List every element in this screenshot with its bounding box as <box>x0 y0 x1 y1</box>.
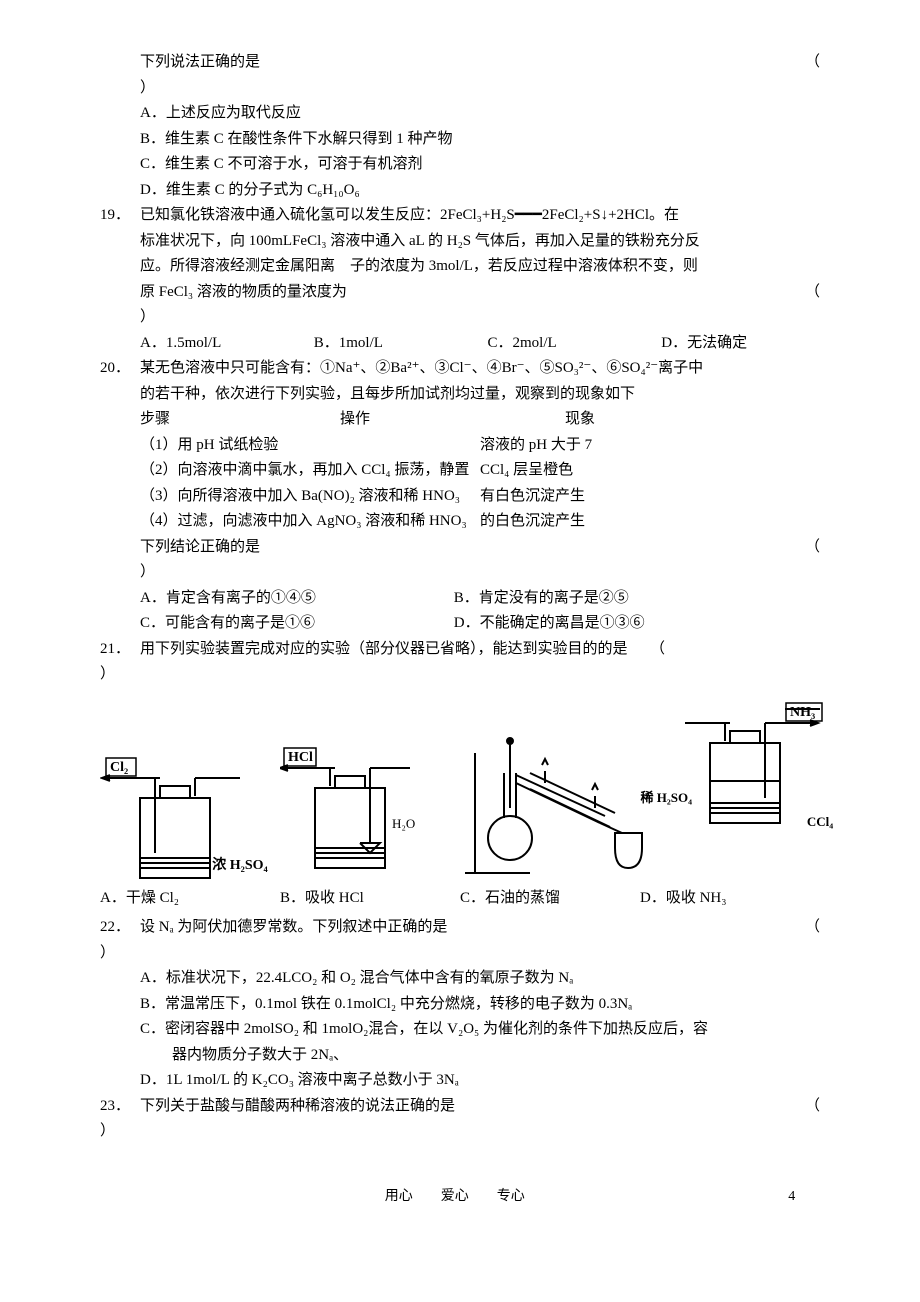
q20-hdr-op: 操作 <box>230 407 480 433</box>
q20-optrow2: C．可能含有的离子是①⑥ D．不能确定的离昌是①③⑥ <box>140 611 820 637</box>
figB: HCl H₂O <box>280 728 450 878</box>
q21-figures: Cl₂ 浓 H₂SO₄ HCl H₂O <box>100 708 820 878</box>
q20-r2p: CCl₄ 层呈橙色 <box>480 458 780 484</box>
q18-paren-open: （ <box>805 50 820 76</box>
q18-optD: D．维生素 C 的分子式为 C₆H₁₀O₆ <box>140 178 820 204</box>
q23: 23．下列关于盐酸与醋酸两种稀溶液的说法正确的是 （ <box>100 1094 820 1120</box>
q20: 20．某无色溶液中只可能含有：①Na⁺、②Ba²⁺、③Cl⁻、④Br⁻、⑤SO₃… <box>100 356 820 382</box>
q20-r1s: （1）用 pH 试纸检验 <box>140 433 480 459</box>
footer: 用心 爱心 专心 4 <box>100 1185 820 1209</box>
q19-options: A．1.5mol/L B．1mol/L C．2mol/L D．无法确定 <box>140 331 820 357</box>
q19-stem2: 标准状况下，向 100mLFeCl₃ 溶液中通入 aL 的 H₂S 气体后，再加… <box>140 229 820 255</box>
q20-num: 20． <box>100 356 140 382</box>
q18-paren-close: ） <box>140 76 820 102</box>
page: 下列说法正确的是 （ ） A．上述反应为取代反应 B．维生素 C 在酸性条件下水… <box>50 0 870 1238</box>
figD-lbl2: CCl₄ <box>807 811 833 833</box>
footer-motto: 用心 爱心 专心 <box>385 1189 525 1204</box>
q23-stem: 下列关于盐酸与醋酸两种稀溶液的说法正确的是 <box>140 1098 455 1114</box>
q21-optC: C．石油的蒸馏 <box>460 886 640 912</box>
q20-r1p: 溶液的 pH 大于 7 <box>480 433 780 459</box>
q20-stem2: 的若干种，依次进行下列实验，且每步所加试剂均过量，观察到的现象如下 <box>140 382 820 408</box>
q19: 19．已知氯化铁溶液中通入硫化氢可以发生反应：2FeCl₃+H₂S━━━2FeC… <box>100 203 820 229</box>
q19-optC: C．2mol/L <box>488 331 658 357</box>
q20-optD: D．不能确定的离昌是①③⑥ <box>454 611 645 637</box>
q18-optA: A．上述反应为取代反应 <box>140 101 820 127</box>
q20-paren-open: （ <box>805 535 820 561</box>
figA: Cl₂ 浓 H₂SO₄ <box>100 738 280 878</box>
q22: 22．设 Nₐ 为阿伏加德罗常数。下列叙述中正确的是 （ <box>100 915 820 941</box>
q20-concl: 下列结论正确的是 <box>140 539 260 555</box>
q21-optA: A．干燥 Cl₂ <box>100 886 280 912</box>
q19-stem4: 原 FeCl₃ 溶液的物质的量浓度为 <box>140 284 347 300</box>
q19-stem4-row: 原 FeCl₃ 溶液的物质的量浓度为 （ <box>140 280 820 306</box>
q20-r3s: （3）向所得溶液中加入 Ba(NO)₂ 溶液和稀 HNO₃ <box>140 484 480 510</box>
q20-r2: （2）向溶液中滴中氯水，再加入 CCl₄ 振荡，静置 CCl₄ 层呈橙色 <box>140 458 820 484</box>
q20-stem1: 某无色溶液中只可能含有：①Na⁺、②Ba²⁺、③Cl⁻、④Br⁻、⑤SO₃²⁻、… <box>140 360 703 376</box>
q22-stem: 设 Nₐ 为阿伏加德罗常数。下列叙述中正确的是 <box>140 919 447 935</box>
figB-in: HCl <box>288 750 313 765</box>
q20-optB: B．肯定没有的离子是②⑤ <box>454 586 629 612</box>
q20-optC: C．可能含有的离子是①⑥ <box>140 611 450 637</box>
q21-options: A．干燥 Cl₂ B．吸收 HCl C．石油的蒸馏 D．吸收 NH₃ <box>100 886 820 912</box>
q19-paren-close: ） <box>140 305 820 331</box>
q20-hdr-step: 步骤 <box>140 407 230 433</box>
figD: NH₃ 稀 H₂SO₄ CCl₄ <box>650 683 850 877</box>
q22-optD: D．1L 1mol/L 的 K₂CO₃ 溶液中离子总数小于 3Nₐ <box>140 1068 820 1094</box>
q18-optB: B．维生素 C 在酸性条件下水解只得到 1 种产物 <box>140 127 820 153</box>
q19-paren-open: （ <box>805 280 820 306</box>
q20-r3p: 有白色沉淀产生 <box>480 484 780 510</box>
q23-num: 23． <box>100 1094 140 1120</box>
q18-optC: C．维生素 C 不可溶于水，可溶于有机溶剂 <box>140 152 820 178</box>
q22-paren-open: （ <box>805 915 820 941</box>
q22-optB: B．常温常压下，0.1mol 铁在 0.1molCl₂ 中充分燃烧，转移的电子数… <box>140 992 820 1018</box>
q19-stem1: 已知氯化铁溶液中通入硫化氢可以发生反应：2FeCl₃+H₂S━━━2FeCl₂+… <box>140 207 679 223</box>
q21-stem: 用下列实验装置完成对应的实验（部分仪器已省略），能达到实验目的的是 （ <box>140 641 680 657</box>
q19-stem3: 应。所得溶液经测定金属阳离 子的浓度为 3mol/L，若反应过程中溶液体积不变，… <box>140 254 820 280</box>
q21-num: 21． <box>100 637 140 663</box>
q22-num: 22． <box>100 915 140 941</box>
q20-optrow1: A．肯定含有离子的①④⑤ B．肯定没有的离子是②⑤ <box>140 586 820 612</box>
q20-optA: A．肯定含有离子的①④⑤ <box>140 586 450 612</box>
q22-paren-close: ） <box>100 941 820 967</box>
q20-r1: （1）用 pH 试纸检验 溶液的 pH 大于 7 <box>140 433 820 459</box>
q18-lead: 下列说法正确的是 （ <box>140 50 820 76</box>
q19-num: 19． <box>100 203 140 229</box>
q21-optD: D．吸收 NH₃ <box>640 886 820 912</box>
q20-r2s: （2）向溶液中滴中氯水，再加入 CCl₄ 振荡，静置 <box>140 458 480 484</box>
figC <box>450 713 650 878</box>
figD-lbl1: 稀 H₂SO₄ <box>632 787 692 809</box>
q20-concl-row: 下列结论正确的是 （ <box>140 535 820 561</box>
figB-lbl: H₂O <box>392 816 415 831</box>
q20-r4s: （4）过滤，向滤液中加入 AgNO₃ 溶液和稀 HNO₃ <box>140 509 480 535</box>
q19-optB: B．1mol/L <box>314 331 484 357</box>
q21-optB: B．吸收 HCl <box>280 886 460 912</box>
figA-lbl: 浓 H₂SO₄ <box>212 854 267 878</box>
q19-optA: A．1.5mol/L <box>140 331 310 357</box>
q21: 21．用下列实验装置完成对应的实验（部分仪器已省略），能达到实验目的的是 （ <box>100 637 820 663</box>
q20-r3: （3）向所得溶液中加入 Ba(NO)₂ 溶液和稀 HNO₃ 有白色沉淀产生 <box>140 484 820 510</box>
q22-optC2: 器内物质分子数大于 2Nₐ、 <box>172 1043 820 1069</box>
q20-hdr: 步骤 操作 现象 <box>140 407 820 433</box>
q20-r4: （4）过滤，向滤液中加入 AgNO₃ 溶液和稀 HNO₃ 的白色沉淀产生 <box>140 509 820 535</box>
figD-in: NH₃ <box>790 705 815 720</box>
q18-lead-text: 下列说法正确的是 <box>140 54 260 70</box>
q22-optA: A．标准状况下，22.4LCO₂ 和 O₂ 混合气体中含有的氧原子数为 Nₐ <box>140 966 820 992</box>
footer-page: 4 <box>788 1189 795 1204</box>
q20-hdr-ph: 现象 <box>480 407 680 433</box>
q19-optD: D．无法确定 <box>661 331 747 357</box>
q20-r4p: 的白色沉淀产生 <box>480 509 780 535</box>
figA-in: Cl₂ <box>110 760 128 775</box>
q20-paren-close: ） <box>140 560 820 586</box>
q22-optC1: C．密闭容器中 2molSO₂ 和 1molO₂混合，在以 V₂O₅ 为催化剂的… <box>140 1017 820 1043</box>
q23-paren-close: ） <box>100 1119 820 1145</box>
q23-paren-open: （ <box>805 1094 820 1120</box>
